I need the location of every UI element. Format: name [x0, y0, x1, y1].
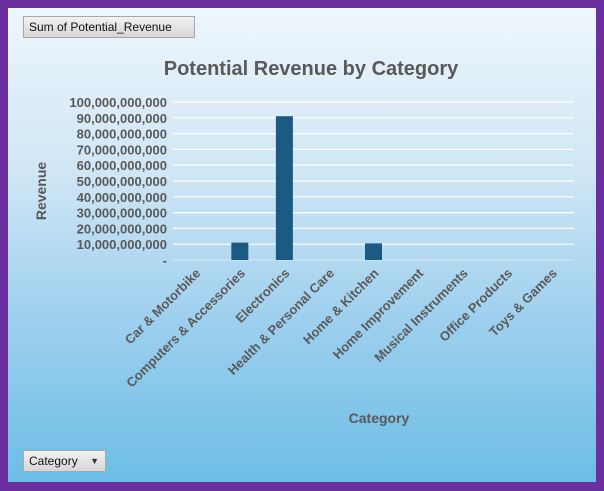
y-tick-label: 90,000,000,000	[77, 111, 167, 126]
y-axis-ticks: -10,000,000,00020,000,000,00030,000,000,…	[69, 95, 167, 268]
bar	[231, 242, 249, 260]
y-tick-label: 100,000,000,000	[69, 95, 167, 110]
value-field-button[interactable]: Sum of Potential_Revenue	[23, 16, 195, 38]
bar	[365, 243, 382, 260]
chart-area: Sum of Potential_Revenue Potential Reven…	[8, 8, 596, 482]
chart-title: Potential Revenue by Category	[164, 58, 459, 80]
value-field-label: Sum of Potential_Revenue	[29, 20, 172, 34]
category-field-button[interactable]: Category ▼	[23, 450, 106, 472]
x-axis-title: Category	[349, 410, 410, 426]
gridlines	[173, 101, 574, 261]
x-tick-label: Home & Kitchen	[300, 265, 382, 347]
bars	[231, 116, 382, 260]
y-tick-label: 10,000,000,000	[77, 237, 167, 252]
y-tick-label: 30,000,000,000	[77, 206, 167, 221]
y-tick-label: -	[163, 253, 167, 268]
y-tick-label: 40,000,000,000	[77, 190, 167, 205]
bar	[275, 116, 293, 260]
y-tick-label: 80,000,000,000	[77, 127, 167, 142]
y-tick-label: 20,000,000,000	[77, 221, 167, 236]
bar-chart: Potential Revenue by Category Revenue Ca…	[33, 58, 574, 426]
y-tick-label: 70,000,000,000	[77, 142, 167, 157]
category-field-label: Category	[29, 454, 78, 468]
y-tick-label: 60,000,000,000	[77, 158, 167, 173]
y-axis-title: Revenue	[33, 162, 49, 221]
chevron-down-icon: ▼	[90, 456, 99, 466]
y-tick-label: 50,000,000,000	[77, 174, 167, 189]
x-tick-label: Car & Motorbike	[122, 266, 204, 348]
